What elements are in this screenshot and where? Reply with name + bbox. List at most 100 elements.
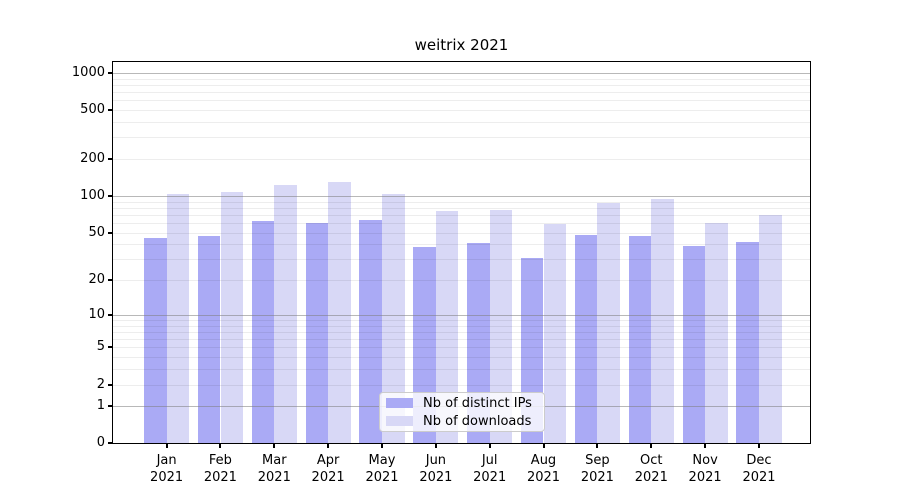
x-label-year-jan: 2021 — [150, 470, 184, 485]
x-label-oct: Oct 2021 — [623, 452, 679, 486]
x-tick-aug — [542, 443, 545, 448]
gridline-minor-3 — [113, 369, 810, 371]
x-tick-dec — [758, 443, 760, 448]
x-label-month-aug: Aug — [530, 453, 557, 468]
x-label-year-dec: 2021 — [742, 470, 776, 485]
x-label-month-nov: Nov — [692, 453, 718, 468]
bar-jan-ips — [144, 238, 167, 443]
gridline-minor-7 — [113, 332, 810, 333]
y-tick-label-10: 10 — [88, 306, 105, 322]
y-tick-2 — [108, 383, 113, 386]
x-label-feb: Feb 2021 — [192, 452, 248, 486]
x-label-year-nov: 2021 — [688, 470, 722, 485]
y-tick-5 — [108, 346, 113, 349]
gridline-minor-70 — [113, 214, 810, 216]
y-tick-10 — [108, 313, 113, 316]
y-tick-label-100: 100 — [80, 188, 105, 203]
gridline-minor-60 — [113, 223, 810, 224]
x-label-jan: Jan 2021 — [139, 452, 195, 486]
gridline-minor-600 — [113, 100, 810, 102]
legend-item-distinct-ips: Nb of distinct IPs — [386, 396, 536, 411]
x-label-year-apr: 2021 — [311, 470, 345, 485]
x-label-nov: Nov 2021 — [677, 452, 733, 486]
bar-sep-ips — [574, 234, 598, 443]
y-tick-label-2: 2 — [96, 376, 105, 392]
bar-apr-downloads — [328, 182, 351, 443]
x-label-year-oct: 2021 — [634, 470, 668, 485]
x-label-month-may: May — [368, 453, 396, 468]
bar-mar-downloads — [274, 185, 297, 443]
y-tick-1 — [108, 405, 113, 408]
bar-mar-ips — [251, 220, 275, 443]
chart-title: weitrix 2021 — [414, 36, 509, 54]
gridline-minor-2 — [113, 384, 810, 386]
x-tick-oct — [650, 443, 653, 448]
legend-item-downloads: Nb of downloads — [386, 414, 536, 429]
bar-dec-downloads — [759, 214, 782, 443]
gridline-major-100 — [113, 196, 810, 197]
x-label-month-oct: Oct — [640, 453, 663, 468]
gridline-minor-200 — [113, 159, 810, 161]
y-tick-label-20: 20 — [88, 272, 105, 288]
x-label-month-apr: Apr — [316, 453, 340, 468]
bar-feb-ips — [197, 235, 221, 443]
x-tick-nov — [704, 443, 707, 448]
gridline-minor-6 — [113, 339, 810, 341]
y-tick-label-1: 1 — [96, 398, 105, 414]
x-tick-feb — [219, 443, 222, 448]
x-label-month-jun: Jun — [425, 453, 447, 468]
legend-label-downloads: Nb of downloads — [423, 413, 532, 429]
y-tick-label-50: 50 — [88, 224, 105, 240]
y-tick-20 — [108, 279, 113, 282]
y-tick-50 — [108, 231, 113, 234]
gridline-major-1000 — [113, 73, 810, 74]
bar-oct-ips — [628, 235, 652, 443]
gridline-minor-800 — [113, 84, 810, 86]
y-tick-100 — [108, 195, 113, 197]
bar-oct-downloads — [651, 198, 674, 443]
x-label-aug: Aug 2021 — [516, 452, 572, 486]
bar-may-downloads — [382, 193, 405, 443]
gridline-minor-500 — [113, 110, 810, 112]
x-label-mar: Mar 2021 — [246, 452, 302, 486]
x-label-month-feb: Feb — [208, 453, 232, 468]
y-tick-200 — [108, 158, 113, 161]
x-tick-apr — [327, 443, 330, 448]
y-tick-0 — [108, 442, 113, 444]
x-label-month-jul: Jul — [481, 453, 498, 468]
y-tick-500 — [108, 109, 113, 112]
bar-nov-ips — [682, 245, 706, 443]
x-label-year-sep: 2021 — [580, 470, 614, 485]
y-tick-1000 — [108, 72, 113, 74]
gridline-minor-20 — [113, 280, 810, 282]
y-tick-label-1000: 1000 — [71, 65, 105, 80]
legend-label-distinct-ips: Nb of distinct IPs — [423, 395, 532, 411]
x-label-month-sep: Sep — [585, 453, 610, 468]
legend-swatch-downloads — [386, 416, 413, 426]
bar-jan-downloads — [166, 194, 190, 443]
gridline-minor-4 — [113, 357, 810, 359]
gridline-minor-5 — [113, 347, 810, 349]
x-label-jul: Jul 2021 — [462, 452, 518, 486]
x-label-dec: Dec 2021 — [731, 452, 787, 486]
gridline-minor-90 — [113, 201, 810, 203]
legend: Nb of distinct IPs Nb of downloads — [379, 392, 545, 432]
x-tick-jan — [165, 443, 168, 448]
gridline-major-10 — [113, 314, 810, 316]
x-label-apr: Apr 2021 — [300, 452, 356, 486]
x-tick-sep — [596, 443, 599, 448]
gridline-minor-80 — [113, 207, 810, 209]
bar-jun-downloads — [435, 211, 459, 443]
x-label-may: May 2021 — [354, 452, 410, 486]
legend-swatch-distinct-ips — [386, 398, 413, 408]
x-label-jun: Jun 2021 — [408, 452, 464, 486]
x-label-year-feb: 2021 — [203, 470, 237, 485]
y-tick-label-200: 200 — [80, 151, 105, 167]
bar-dec-ips — [736, 241, 759, 443]
y-tick-label-500: 500 — [80, 102, 105, 118]
gridline-minor-50 — [113, 232, 810, 234]
x-label-month-jan: Jan — [156, 453, 177, 468]
x-label-year-may: 2021 — [365, 470, 399, 485]
x-tick-may — [381, 443, 383, 448]
